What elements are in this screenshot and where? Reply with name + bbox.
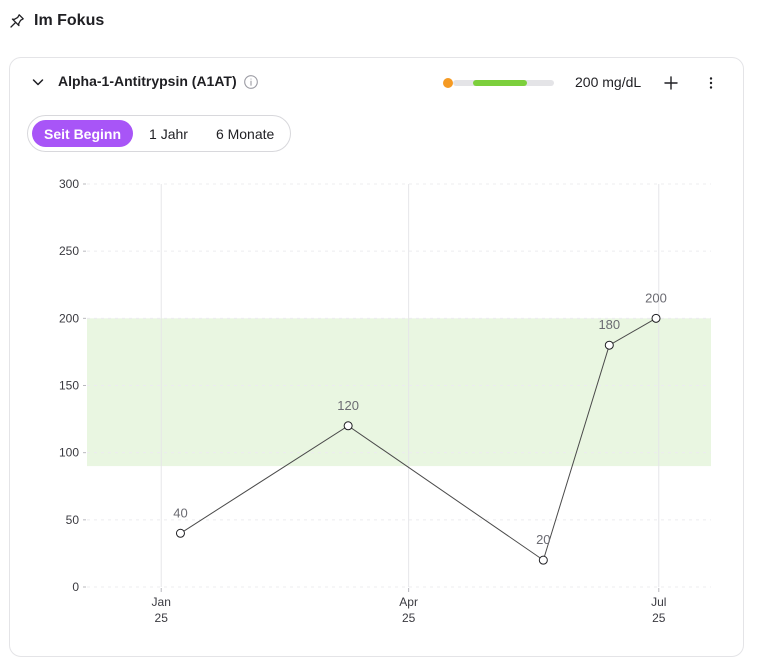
section-header: Im Fokus: [9, 10, 104, 32]
info-icon[interactable]: [243, 74, 259, 90]
biomarker-name: Alpha-1-Antitrypsin (A1AT): [58, 73, 237, 89]
tab-6-monate[interactable]: 6 Monate: [215, 125, 275, 142]
plus-icon: [664, 76, 678, 90]
tab-seit-beginn[interactable]: Seit Beginn: [32, 120, 134, 147]
biomarker-card: Alpha-1-Antitrypsin (A1AT) 200 mg/dL Sei…: [9, 57, 744, 657]
time-range-tabs: Seit Beginn 1 Jahr 6 Monate: [27, 115, 292, 152]
current-value: 200 mg/dL: [575, 74, 642, 90]
range-value-dot: [443, 78, 453, 88]
range-normal-zone: [473, 80, 527, 86]
add-value-button[interactable]: [661, 73, 681, 93]
card-header: Alpha-1-Antitrypsin (A1AT) 200 mg/dL: [10, 58, 743, 108]
more-options-button[interactable]: [703, 73, 719, 93]
pin-icon[interactable]: [9, 13, 25, 29]
data-point[interactable]: [538, 555, 548, 565]
section-title: Im Fokus: [34, 12, 105, 29]
range-indicator: [443, 78, 555, 88]
tab-1-jahr[interactable]: 1 Jahr: [149, 125, 188, 142]
data-point[interactable]: [343, 421, 353, 431]
chevron-down-icon[interactable]: [30, 74, 46, 90]
data-point[interactable]: [651, 313, 661, 323]
data-point[interactable]: [175, 528, 185, 538]
more-vertical-icon: [709, 77, 713, 89]
data-point[interactable]: [604, 340, 614, 350]
